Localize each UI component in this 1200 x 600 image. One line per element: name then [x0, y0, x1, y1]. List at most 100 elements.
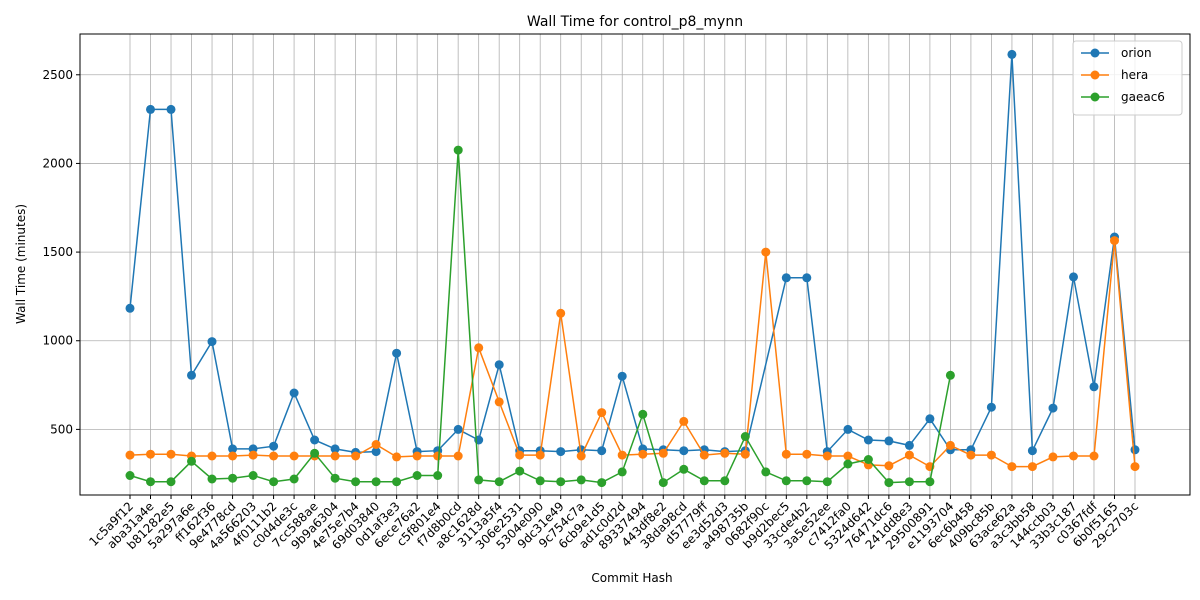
- data-point-orion: [617, 371, 627, 381]
- data-point-orion: [781, 273, 791, 283]
- data-point-gaeac6: [863, 455, 873, 464]
- data-point-orion: [597, 446, 607, 456]
- data-point-gaeac6: [412, 471, 422, 480]
- grid: [80, 34, 1190, 495]
- data-point-gaeac6: [556, 477, 566, 487]
- legend-entry-orion: orion: [1121, 46, 1152, 60]
- data-point-hera: [248, 450, 258, 460]
- data-point-orion: [207, 337, 217, 347]
- data-point-orion: [125, 303, 135, 313]
- data-point-gaeac6: [699, 476, 709, 486]
- data-point-gaeac6: [228, 473, 238, 483]
- data-point-hera: [125, 450, 135, 460]
- data-point-orion: [392, 348, 402, 358]
- y-axis: 500 1000 1500 2000 2500: [42, 68, 80, 436]
- data-point-gaeac6: [576, 475, 586, 485]
- data-point-orion: [228, 444, 238, 454]
- data-point-hera: [556, 308, 566, 318]
- data-point-hera: [802, 449, 812, 459]
- data-point-orion: [843, 424, 853, 434]
- data-point-hera: [351, 451, 361, 461]
- data-point-orion: [248, 444, 258, 454]
- data-point-orion: [884, 436, 894, 446]
- data-point-gaeac6: [884, 478, 894, 488]
- y-tick-label: 2500: [42, 68, 73, 82]
- data-point-gaeac6: [146, 477, 155, 487]
- data-point-hera: [720, 448, 730, 458]
- data-point-hera: [679, 416, 689, 426]
- data-point-orion: [330, 444, 340, 454]
- data-point-orion: [1027, 446, 1037, 456]
- data-point-gaeac6: [433, 471, 443, 480]
- data-point-gaeac6: [658, 478, 668, 488]
- data-point-hera: [1130, 462, 1140, 472]
- data-point-hera: [597, 408, 607, 418]
- data-point-gaeac6: [330, 473, 340, 483]
- data-point-hera: [433, 451, 443, 461]
- legend-marker-gaeac6: [1090, 92, 1100, 102]
- data-point-gaeac6: [822, 477, 832, 487]
- data-point-orion: [925, 414, 935, 424]
- data-point-orion: [166, 104, 176, 114]
- data-point-orion: [187, 370, 196, 380]
- data-point-gaeac6: [248, 471, 258, 480]
- data-point-hera: [945, 440, 955, 450]
- data-point-hera: [576, 451, 586, 461]
- data-point-hera: [638, 449, 648, 459]
- legend-marker-orion: [1090, 48, 1100, 58]
- data-point-hera: [228, 451, 238, 461]
- data-point-orion: [269, 441, 279, 451]
- data-point-hera: [146, 449, 155, 459]
- data-point-hera: [1089, 451, 1099, 461]
- data-point-hera: [330, 451, 340, 461]
- data-point-gaeac6: [371, 477, 381, 487]
- data-point-orion: [1048, 403, 1058, 413]
- data-point-orion: [289, 388, 299, 398]
- data-point-gaeac6: [515, 466, 525, 476]
- data-point-hera: [371, 440, 381, 449]
- data-point-hera: [1048, 452, 1058, 462]
- data-point-gaeac6: [207, 474, 217, 484]
- x-axis: 1c5a9f12aba31a4eb81282e55a297a6eff162f36…: [86, 495, 1141, 552]
- data-point-hera: [884, 461, 894, 471]
- data-point-hera: [412, 451, 422, 461]
- data-point-gaeac6: [535, 476, 545, 486]
- data-point-gaeac6: [761, 467, 771, 477]
- data-point-gaeac6: [187, 456, 196, 466]
- data-point-gaeac6: [802, 476, 812, 486]
- data-point-gaeac6: [720, 476, 730, 486]
- data-point-orion: [1089, 382, 1099, 392]
- data-point-hera: [515, 450, 525, 460]
- data-point-hera: [1027, 462, 1037, 472]
- data-point-orion: [146, 104, 155, 114]
- data-point-gaeac6: [843, 459, 853, 469]
- y-tick-label: 500: [50, 422, 73, 436]
- data-point-orion: [904, 440, 914, 450]
- data-point-gaeac6: [494, 477, 504, 487]
- legend-entry-hera: hera: [1121, 68, 1148, 82]
- data-point-hera: [822, 451, 832, 461]
- data-point-orion: [986, 402, 996, 412]
- data-point-hera: [494, 397, 504, 407]
- data-point-orion: [371, 447, 381, 457]
- data-point-hera: [1007, 462, 1017, 472]
- legend-entry-gaeac6: gaeac6: [1121, 90, 1165, 104]
- x-axis-label: Commit Hash: [591, 571, 672, 585]
- data-point-gaeac6: [269, 477, 279, 487]
- data-point-hera: [535, 450, 545, 460]
- data-point-hera: [740, 449, 750, 459]
- data-point-gaeac6: [474, 475, 484, 485]
- data-point-hera: [986, 450, 996, 460]
- data-point-gaeac6: [945, 370, 955, 380]
- data-point-gaeac6: [125, 471, 135, 480]
- data-point-gaeac6: [166, 477, 176, 487]
- legend: orion hera gaeac6: [1072, 40, 1183, 116]
- data-point-orion: [1007, 49, 1017, 59]
- data-point-gaeac6: [351, 477, 361, 487]
- data-point-hera: [474, 343, 484, 353]
- data-point-hera: [166, 449, 176, 459]
- legend-marker-hera: [1090, 70, 1100, 80]
- data-point-hera: [843, 451, 853, 461]
- data-point-hera: [904, 450, 914, 460]
